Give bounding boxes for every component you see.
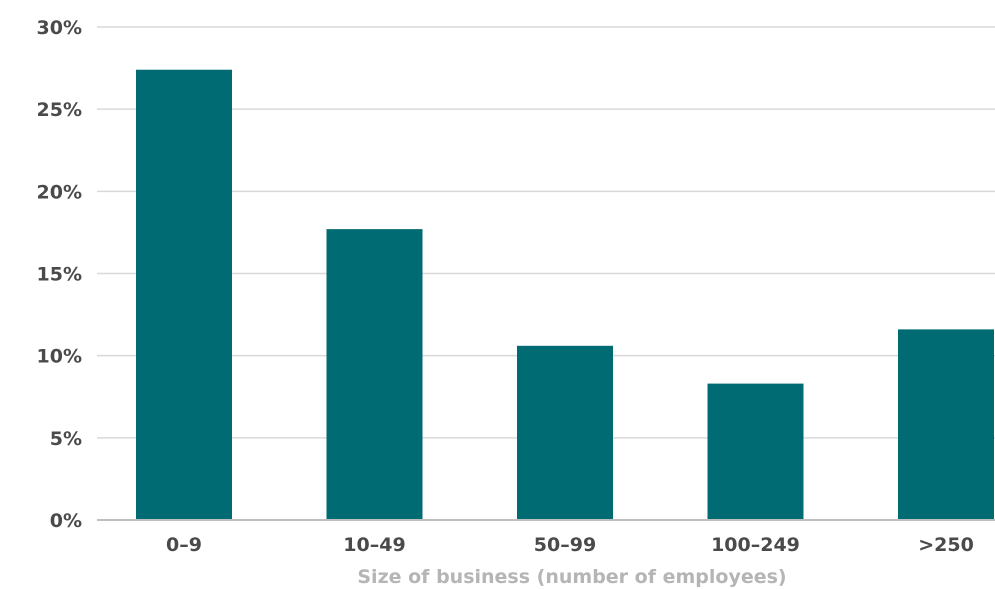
x-tick-label: 50–99 xyxy=(534,534,596,556)
bar xyxy=(517,345,613,520)
y-tick-label: 30% xyxy=(37,17,82,39)
bars xyxy=(136,69,994,520)
x-tick-label: 100–249 xyxy=(711,534,800,556)
y-axis-ticks: 0% 5% 10% 15% 20% 25% 30% xyxy=(37,17,82,532)
gridlines xyxy=(97,26,995,439)
y-tick-label: 10% xyxy=(37,346,82,368)
y-tick-label: 5% xyxy=(50,428,82,450)
y-tick-label: 15% xyxy=(37,264,82,286)
bar xyxy=(898,329,994,520)
x-axis-title: Size of business (number of employees) xyxy=(357,566,786,588)
x-axis-ticks: 0–9 10–49 50–99 100–249 >250 xyxy=(166,534,974,556)
y-tick-label: 20% xyxy=(37,181,82,203)
bar xyxy=(136,69,232,520)
x-tick-label: 0–9 xyxy=(166,534,202,556)
x-tick-label: >250 xyxy=(918,534,974,556)
bar xyxy=(707,383,804,520)
y-tick-label: 0% xyxy=(50,510,82,532)
x-tick-label: 10–49 xyxy=(343,534,405,556)
y-tick-label: 25% xyxy=(37,99,82,121)
bar xyxy=(326,229,423,520)
